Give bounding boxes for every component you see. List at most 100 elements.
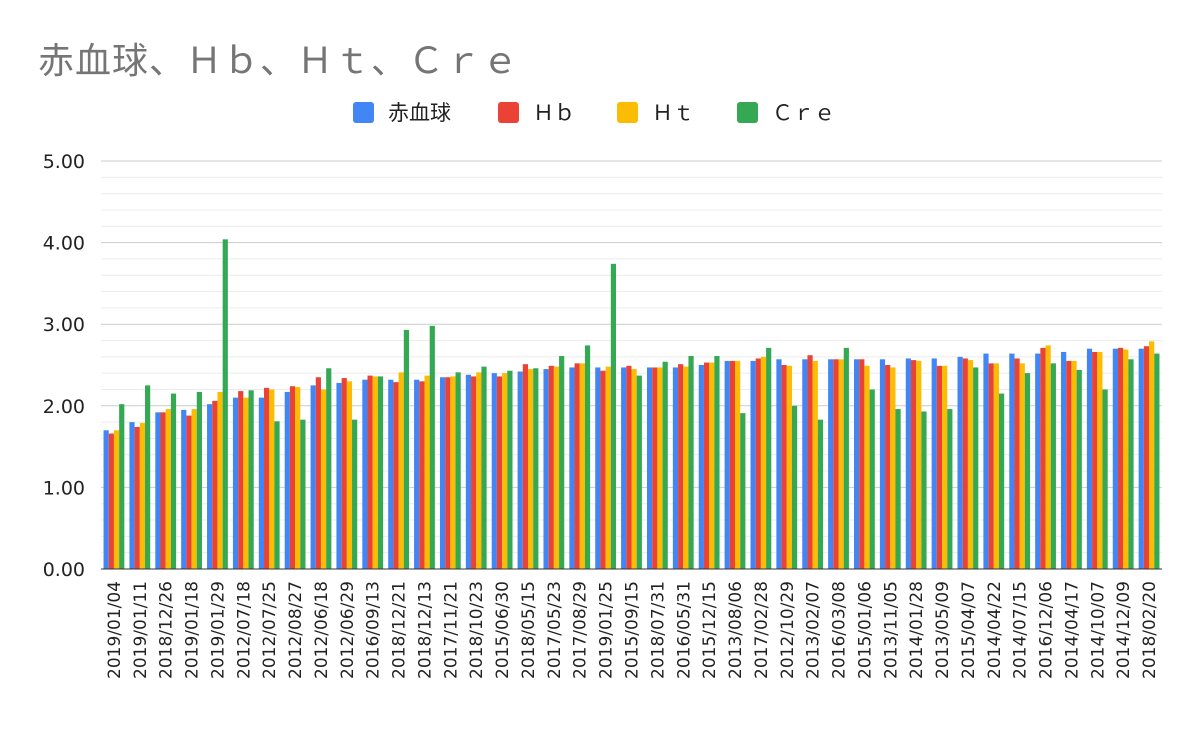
legend-swatch (617, 102, 638, 123)
bar (703, 362, 710, 569)
bar (527, 369, 534, 569)
bar (869, 389, 875, 569)
x-tick-label: 2018/12/13 (415, 581, 435, 679)
bar (517, 371, 523, 569)
bar (584, 345, 591, 569)
x-tick-label: 2013/05/09 (933, 581, 953, 679)
bar (890, 367, 896, 569)
bar (289, 386, 296, 569)
bar (352, 419, 358, 569)
bar (269, 389, 275, 569)
x-tick-label: 2017/02/28 (752, 581, 772, 679)
bar (812, 360, 818, 569)
bar (336, 382, 342, 569)
x-tick-label: 2015/04/07 (959, 581, 979, 679)
bar (548, 365, 554, 569)
x-tick-label: 2016/03/08 (830, 581, 850, 679)
bar (471, 376, 477, 569)
bar (931, 358, 937, 569)
bar (916, 360, 922, 569)
x-tick-label: 2014/10/07 (1088, 581, 1108, 679)
bar (543, 369, 549, 569)
bar (1143, 346, 1150, 569)
bar (1014, 358, 1020, 569)
x-tick-label: 2016/09/13 (364, 581, 384, 679)
bar (574, 363, 580, 569)
x-tick-label: 2012/07/18 (234, 581, 254, 679)
bar (885, 365, 891, 569)
bar (439, 377, 446, 569)
bar (1086, 348, 1093, 569)
bar (802, 359, 808, 569)
bar (791, 405, 798, 569)
bar (217, 391, 223, 569)
bar (662, 361, 668, 569)
bar (424, 375, 430, 569)
bar (807, 355, 813, 569)
bar (735, 360, 741, 569)
x-tick-label: 2015/01/06 (855, 581, 875, 679)
bar (465, 374, 472, 569)
bar (1019, 363, 1025, 569)
bar (859, 359, 865, 569)
bar (496, 376, 503, 569)
bar (838, 359, 844, 569)
bar (284, 391, 290, 569)
bar (258, 397, 265, 569)
bar (786, 365, 792, 569)
bar (1112, 348, 1118, 569)
bar (1061, 351, 1067, 569)
bar (998, 393, 1005, 569)
x-tick-label: 2013/08/06 (726, 581, 746, 679)
bar (196, 391, 202, 569)
bar (921, 411, 927, 569)
x-tick-label: 2013/02/07 (804, 581, 824, 679)
x-tick-label: 2019/01/04 (105, 581, 125, 679)
bar (569, 367, 575, 569)
bar (709, 362, 715, 569)
legend-swatch (737, 102, 758, 123)
x-tick-label: 2015/09/15 (623, 581, 643, 679)
bar (973, 367, 979, 569)
bar (119, 404, 125, 569)
bar (672, 367, 679, 569)
bar (683, 366, 689, 569)
bar (455, 372, 461, 569)
x-tick-label: 2012/08/27 (286, 581, 306, 679)
bar (905, 358, 911, 569)
bar (403, 329, 409, 569)
x-tick-label: 2017/11/21 (441, 581, 461, 679)
x-tick-label: 2012/06/29 (338, 581, 358, 679)
bar (621, 367, 627, 569)
bar (1076, 369, 1082, 569)
bar (1117, 347, 1124, 569)
bar (310, 385, 316, 569)
legend-swatch (353, 102, 374, 123)
bar (631, 369, 637, 569)
bar (1154, 353, 1160, 569)
bar (817, 419, 824, 569)
bar (232, 397, 239, 569)
bar (165, 409, 171, 569)
bar (315, 377, 321, 569)
bar (962, 358, 968, 569)
bar (1050, 363, 1056, 569)
legend-label: Ｈｂ (533, 101, 575, 125)
bar (1040, 347, 1046, 569)
x-tick-label: 2016/12/06 (1037, 581, 1057, 679)
bar (129, 422, 135, 569)
bar (160, 412, 166, 569)
x-tick-label: 2018/12/26 (157, 581, 177, 679)
bar (957, 356, 963, 569)
bar (760, 356, 767, 569)
bar (1092, 351, 1098, 569)
bar (1102, 389, 1108, 569)
bar (559, 356, 565, 569)
chart-title: 赤血球、Ｈｂ、Ｈｔ、Ｃｒｅ (38, 41, 520, 82)
bar (776, 359, 782, 569)
bar (1045, 345, 1051, 569)
x-tick-label: 2017/08/29 (571, 581, 591, 679)
x-tick-label: 2019/01/18 (183, 581, 203, 679)
legend-swatch (498, 102, 519, 123)
